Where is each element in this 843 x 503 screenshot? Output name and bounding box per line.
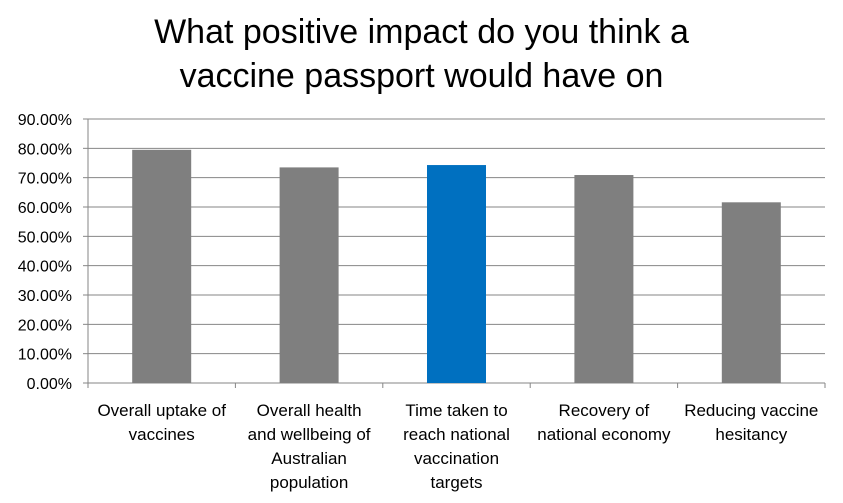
y-tick-label: 90.00%	[18, 112, 72, 129]
y-tick-label: 70.00%	[18, 171, 72, 188]
chart-title-line-1: What positive impact do you think a	[154, 13, 689, 51]
y-tick-label: 40.00%	[18, 259, 72, 276]
x-category-label: Time taken to reach national vaccination ta…	[403, 401, 510, 492]
y-tick-label: 30.00%	[18, 288, 72, 305]
chart-title-line-2: vaccine passport would have on	[179, 57, 664, 95]
bar	[574, 175, 634, 383]
y-tick-label: 10.00%	[18, 347, 72, 364]
chart-title: What positive impact do you think a vacc…	[60, 10, 783, 98]
x-category-label: Recovery of national economy	[537, 401, 671, 444]
bar	[721, 202, 781, 383]
bar	[279, 167, 339, 383]
y-tick-label: 80.00%	[18, 141, 72, 158]
y-tick-label: 60.00%	[18, 200, 72, 217]
y-tick-label: 50.00%	[18, 229, 72, 246]
x-category-label: Overall uptake of vaccines	[97, 401, 226, 444]
y-tick-label: 20.00%	[18, 317, 72, 334]
x-category-label: Overall health and wellbeing of Australian…	[248, 401, 371, 492]
bar	[132, 149, 192, 383]
x-category-label: Reducing vaccine hesitancy	[684, 401, 818, 444]
bar	[427, 165, 486, 383]
y-tick-label: 0.00%	[27, 376, 72, 393]
